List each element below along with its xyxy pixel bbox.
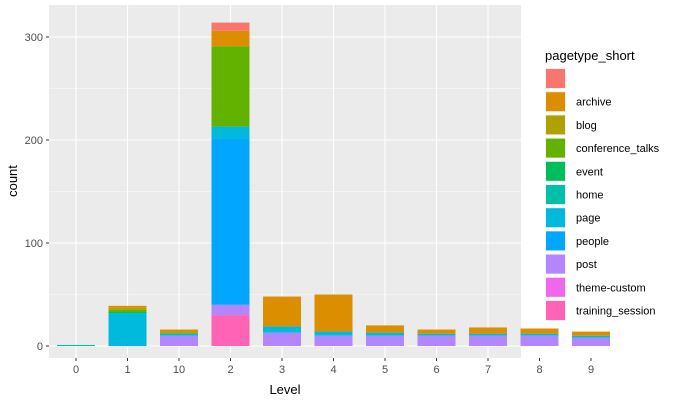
gridlines: [49, 5, 592, 358]
bar-segment: [520, 328, 559, 334]
legend-title: pagetype_short: [545, 48, 635, 63]
bar-segment: [314, 331, 353, 336]
bar-segment: [314, 335, 353, 346]
bar-segment: [160, 335, 198, 346]
bar-segment: [160, 332, 198, 334]
bar-segment: [211, 30, 250, 47]
bar-segment: [211, 138, 250, 305]
bar-segment: [572, 331, 610, 336]
x-tick-label: 1: [124, 364, 130, 376]
y-tick-label: 200: [25, 135, 43, 147]
bar-segment: [211, 22, 250, 31]
x-tick-label: 7: [485, 364, 491, 376]
bar-segment: [417, 335, 456, 346]
x-tick-label: 5: [382, 364, 388, 376]
bar-segment: [108, 309, 147, 313]
bar-segment: [211, 46, 250, 127]
bar-segment: [314, 294, 353, 332]
bar-segment: [520, 335, 559, 346]
legend-key: [546, 208, 565, 228]
bar-segment: [366, 335, 404, 346]
legend-key: [546, 138, 565, 158]
bar-segment: [572, 335, 610, 338]
bar-segment: [57, 344, 95, 346]
legend-key: [546, 277, 565, 297]
bar-segment: [366, 332, 404, 336]
x-tick-label: 8: [536, 364, 542, 376]
legend-key: [546, 69, 565, 88]
legend: pagetype_short archive blog conference_tal…: [545, 48, 660, 321]
legend-label: theme-custom: [576, 282, 646, 294]
bar-segment: [263, 332, 301, 346]
legend-key: [546, 231, 565, 251]
bar-segment: [263, 296, 301, 327]
bar-segment: [160, 329, 198, 333]
bar-segment: [572, 337, 610, 346]
y-tick-label: 300: [25, 32, 43, 44]
bar-segment: [469, 335, 507, 346]
bar-segment: [366, 325, 404, 333]
bar-segment: [211, 304, 250, 316]
bar-segment: [108, 305, 147, 308]
bar-segment: [417, 329, 456, 334]
x-axis-title: Level: [269, 382, 300, 397]
bar-segment: [211, 126, 250, 139]
legend-label: home: [576, 190, 604, 202]
bar-segment: [469, 333, 507, 336]
bar-segment: [417, 333, 456, 336]
bar-segment: [108, 313, 147, 346]
bar-segment: [108, 307, 147, 310]
x-tick-label: 4: [330, 364, 336, 376]
x-tick-label: 2: [227, 364, 233, 376]
y-tick-label: 0: [37, 341, 43, 353]
legend-label: blog: [576, 120, 597, 132]
bars: [57, 22, 610, 346]
y-tick-label: 100: [25, 238, 43, 250]
legend-label: post: [576, 259, 597, 271]
legend-label: conference_talks: [576, 143, 660, 155]
legend-key: [546, 254, 565, 274]
x-tick-label: 0: [73, 364, 79, 376]
legend-label: training_session: [576, 306, 656, 318]
x-tick-label: 10: [173, 364, 185, 376]
y-axis-title: count: [5, 165, 20, 197]
x-tick-label: 6: [433, 364, 439, 376]
x-tick-label: 9: [588, 364, 594, 376]
legend-key: [546, 301, 565, 320]
x-axis: 0 1 10 2 3 4 5 6 7 8 9: [73, 358, 594, 376]
y-axis: 0 100 200 300: [25, 32, 49, 353]
legend-label: page: [576, 213, 600, 225]
legend-key: [546, 185, 565, 204]
bar-segment: [469, 327, 507, 334]
legend-key: [546, 161, 565, 181]
legend-key: [546, 115, 565, 135]
legend-key: [546, 92, 565, 112]
legend-label: people: [576, 236, 609, 248]
bar-segment: [520, 333, 559, 336]
bar-segment: [211, 315, 250, 346]
legend-label: event: [576, 166, 603, 178]
x-tick-label: 3: [279, 364, 285, 376]
bar-segment: [160, 333, 198, 336]
legend-label: archive: [576, 97, 611, 109]
bar-segment: [263, 326, 301, 333]
bar-segment: [108, 312, 147, 314]
